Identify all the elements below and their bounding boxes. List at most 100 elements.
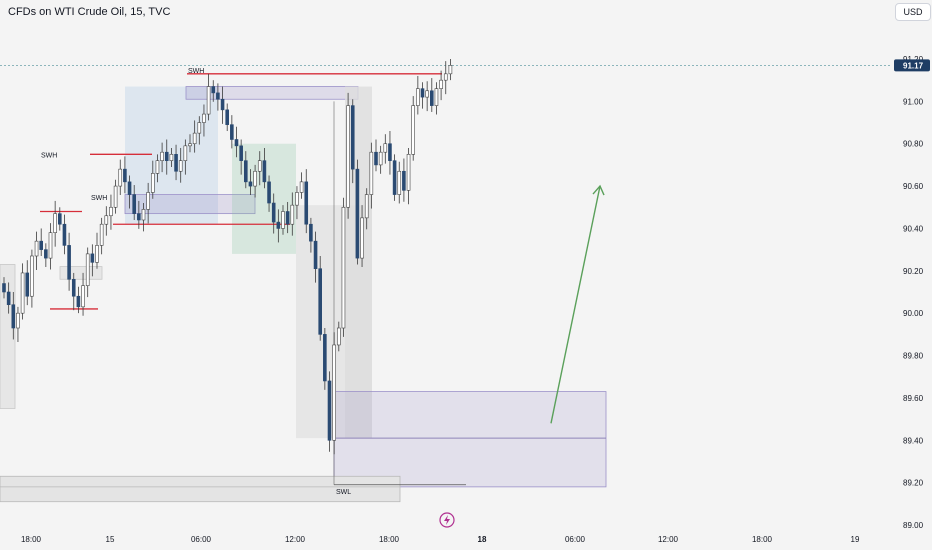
- candle-up[interactable]: [206, 86, 211, 115]
- candle-down[interactable]: [309, 223, 313, 242]
- candle-down[interactable]: [402, 170, 406, 191]
- candle-down[interactable]: [127, 181, 132, 195]
- candle-up[interactable]: [146, 192, 150, 210]
- candle-up[interactable]: [104, 215, 109, 225]
- candle-down[interactable]: [248, 181, 253, 187]
- time-axis[interactable]: 18:00 15 06:00 12:00 18:00 18 06:00 12:00 18:00 1…: [21, 535, 860, 544]
- candle-down[interactable]: [323, 334, 327, 382]
- candle-down[interactable]: [123, 168, 127, 183]
- candle-up[interactable]: [378, 151, 383, 166]
- candle-up[interactable]: [160, 151, 164, 161]
- candle-up[interactable]: [113, 185, 118, 208]
- candle-up[interactable]: [336, 327, 341, 346]
- zone-grey-left[interactable]: [0, 264, 16, 409]
- candle-down[interactable]: [220, 98, 225, 111]
- candle-down[interactable]: [174, 154, 178, 172]
- candle-up[interactable]: [53, 213, 57, 233]
- candle-down[interactable]: [327, 380, 332, 441]
- candle-down[interactable]: [164, 151, 169, 161]
- candle-down[interactable]: [132, 194, 136, 214]
- candle-up[interactable]: [99, 223, 104, 246]
- candle-up[interactable]: [397, 170, 402, 195]
- candle-up[interactable]: [85, 253, 90, 286]
- candle-up[interactable]: [192, 132, 197, 145]
- candle-down[interactable]: [355, 168, 360, 259]
- zone-blue-ob[interactable]: [124, 194, 256, 215]
- candle-down[interactable]: [285, 211, 290, 225]
- candle-up[interactable]: [109, 206, 113, 217]
- candle-down[interactable]: [374, 151, 378, 166]
- candle-down[interactable]: [6, 291, 11, 306]
- zone-purple-demand[interactable]: [333, 391, 607, 488]
- candle-up[interactable]: [290, 204, 295, 225]
- candle-up[interactable]: [341, 206, 346, 329]
- candle-down[interactable]: [225, 109, 229, 125]
- candle-down[interactable]: [304, 181, 309, 225]
- candle-up[interactable]: [416, 88, 420, 106]
- candle-up[interactable]: [439, 79, 443, 89]
- candle-down[interactable]: [392, 160, 397, 195]
- candle-down[interactable]: [90, 253, 95, 263]
- candle-down[interactable]: [25, 272, 30, 297]
- candle-up[interactable]: [151, 173, 155, 193]
- candle-up[interactable]: [360, 217, 364, 259]
- candle-down[interactable]: [388, 143, 392, 161]
- candle-down[interactable]: [2, 283, 6, 293]
- last-price-badge[interactable]: [894, 59, 930, 72]
- candle-up[interactable]: [448, 65, 453, 75]
- candle-up[interactable]: [295, 192, 299, 206]
- candle-up[interactable]: [188, 143, 192, 147]
- arrow-line[interactable]: [550, 185, 601, 424]
- candle-down[interactable]: [262, 160, 267, 183]
- candle-down[interactable]: [76, 295, 81, 308]
- candle-up[interactable]: [257, 160, 262, 172]
- candle-down[interactable]: [44, 249, 48, 259]
- candle-down[interactable]: [234, 139, 239, 147]
- candle-up[interactable]: [183, 145, 188, 161]
- price-axis[interactable]: 91.2091.0090.8090.6090.4090.2090.0089.80…: [894, 55, 930, 530]
- candle-up[interactable]: [155, 160, 160, 174]
- candle-up[interactable]: [48, 232, 53, 259]
- lightning-icon[interactable]: [439, 512, 455, 528]
- candle-down[interactable]: [420, 88, 425, 98]
- candle-up[interactable]: [281, 211, 285, 229]
- currency-button[interactable]: USD: [895, 3, 931, 21]
- candle-up[interactable]: [141, 209, 146, 221]
- candle-down[interactable]: [350, 105, 355, 170]
- candle-up[interactable]: [197, 122, 202, 134]
- candle-down[interactable]: [318, 268, 323, 335]
- candle-down[interactable]: [230, 124, 234, 140]
- zone-grey-small[interactable]: [59, 266, 103, 280]
- candle-down[interactable]: [239, 145, 243, 161]
- candle-down[interactable]: [57, 213, 62, 225]
- candle-down[interactable]: [216, 92, 220, 100]
- candle-up[interactable]: [299, 181, 304, 193]
- candles-layer[interactable]: [2, 59, 453, 455]
- candle-up[interactable]: [369, 151, 374, 195]
- candle-up[interactable]: [253, 170, 257, 187]
- candle-up[interactable]: [425, 90, 429, 98]
- candle-down[interactable]: [276, 221, 281, 229]
- candle-up[interactable]: [178, 160, 183, 172]
- candle-up[interactable]: [364, 194, 369, 219]
- candle-down[interactable]: [271, 202, 276, 223]
- candle-up[interactable]: [434, 88, 439, 106]
- candle-up[interactable]: [16, 312, 20, 329]
- projection-arrow[interactable]: [550, 184, 605, 424]
- candle-down[interactable]: [137, 213, 141, 221]
- candle-down[interactable]: [267, 181, 271, 204]
- candle-up[interactable]: [169, 154, 174, 161]
- candle-down[interactable]: [39, 240, 44, 250]
- candle-down[interactable]: [11, 304, 16, 329]
- candle-down[interactable]: [244, 160, 248, 183]
- zone-grey-bottom[interactable]: [0, 475, 401, 503]
- candle-up[interactable]: [20, 272, 25, 314]
- candle-down[interactable]: [71, 278, 76, 297]
- candle-up[interactable]: [118, 168, 123, 187]
- candle-down[interactable]: [62, 223, 67, 246]
- candle-down[interactable]: [211, 86, 216, 94]
- candle-up[interactable]: [406, 154, 411, 191]
- candle-up[interactable]: [34, 240, 39, 257]
- candle-up[interactable]: [81, 285, 85, 308]
